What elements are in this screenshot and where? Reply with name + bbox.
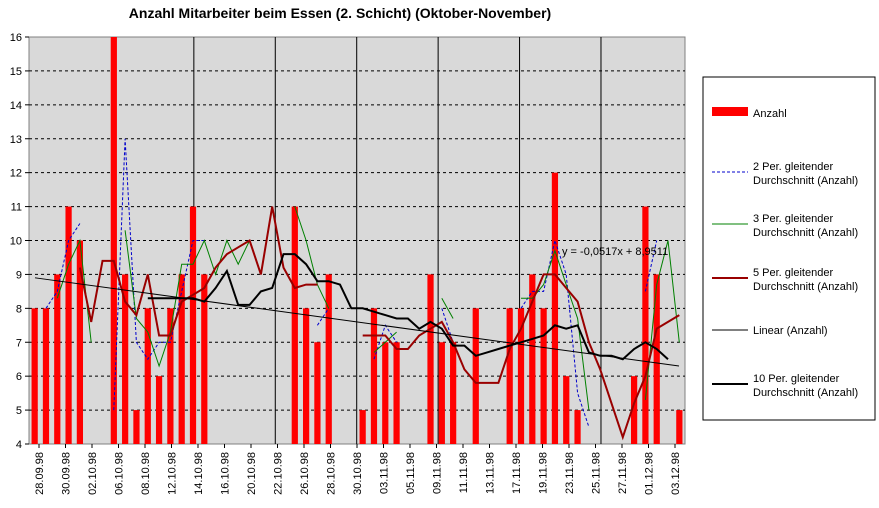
x-tick-label: 06.10.98 — [114, 452, 126, 495]
bar — [359, 410, 366, 444]
x-tick-label: 16.10.98 — [220, 452, 232, 495]
x-tick-label: 11.11.98 — [458, 452, 470, 493]
legend-label: Durchschnitt (Anzahl) — [753, 281, 858, 293]
y-tick-label: 15 — [10, 66, 22, 78]
x-tick-label: 12.10.98 — [167, 452, 179, 495]
series-line — [147, 253, 669, 361]
bar — [427, 274, 434, 444]
bar — [653, 274, 660, 444]
bar — [563, 376, 570, 444]
bar — [122, 274, 129, 444]
bar — [370, 308, 378, 444]
bar — [438, 342, 445, 444]
x-tick-label: 17.11.98 — [511, 452, 523, 494]
trend-line — [34, 277, 680, 367]
bar — [314, 342, 321, 444]
bar — [54, 274, 61, 444]
y-axis: 4 5 6 7 8 9 10 11 12 13 14 15 16 — [10, 32, 29, 451]
bar — [291, 206, 298, 444]
x-axis: 28.09.98 30.09.98 02.10.98 06.10.98 08.10.98… — [34, 444, 682, 495]
y-tick-label: 14 — [10, 100, 22, 112]
bar — [529, 274, 536, 444]
legend-swatch — [712, 107, 748, 116]
bar — [676, 410, 683, 444]
x-tick-label: 28.10.98 — [326, 452, 338, 495]
bar — [382, 342, 389, 444]
bar — [450, 342, 457, 444]
bar — [630, 376, 638, 444]
bar — [189, 206, 197, 444]
bar — [642, 206, 649, 444]
y-tick-label: 10 — [10, 236, 22, 248]
bar — [393, 342, 400, 444]
x-tick-label: 27.11.98 — [617, 452, 629, 494]
bar — [133, 410, 140, 444]
x-tick-label: 13.11.98 — [485, 452, 497, 494]
y-tick-label: 9 — [16, 269, 22, 281]
bar — [178, 274, 185, 444]
bar — [167, 308, 174, 444]
y-tick-label: 11 — [11, 202, 22, 214]
x-tick-label: 28.09.98 — [34, 452, 46, 495]
x-tick-label: 14.10.98 — [193, 452, 205, 495]
x-tick-label: 30.09.98 — [61, 452, 73, 495]
x-tick-label: 08.10.98 — [140, 452, 152, 495]
x-tick-label: 19.11.98 — [538, 452, 550, 494]
bar — [506, 308, 513, 444]
series-lines — [34, 139, 680, 441]
x-tick-label: 30.10.98 — [352, 452, 364, 495]
y-tick-label: 6 — [16, 371, 22, 383]
legend-label: Durchschnitt (Anzahl) — [753, 227, 858, 239]
y-tick-label: 8 — [16, 303, 22, 315]
bar — [155, 376, 163, 444]
legend: Anzahl 2 Per. gleitender Durchschnitt (Anz… — [712, 107, 858, 399]
x-tick-label: 03.12.98 — [670, 452, 682, 495]
bar — [76, 240, 84, 444]
legend-label: Durchschnitt (Anzahl) — [753, 175, 858, 187]
bar — [302, 308, 310, 444]
x-tick-label: 03.11.98 — [379, 452, 391, 494]
bar — [574, 410, 581, 444]
legend-label: Durchschnitt (Anzahl) — [753, 387, 858, 399]
legend-label: 5 Per. gleitender — [753, 267, 833, 279]
y-tick-label: 5 — [16, 405, 22, 417]
chart-title: Anzahl Mitarbeiter beim Essen (2. Schich… — [129, 5, 551, 21]
series-line — [56, 206, 680, 411]
bar — [551, 172, 559, 444]
trend-equation: y = -0,0517x + 8,9511 — [562, 246, 668, 258]
legend-box — [702, 76, 876, 421]
y-tick-label: 16 — [10, 32, 22, 44]
y-tick-label: 13 — [10, 134, 22, 146]
bar — [31, 308, 38, 444]
y-tick-label: 4 — [16, 439, 22, 451]
legend-label: 3 Per. gleitender — [753, 213, 833, 225]
x-tick-label: 09.11.98 — [432, 452, 444, 494]
series-line — [78, 206, 680, 441]
bars — [31, 37, 683, 444]
legend-label: 10 Per. gleitender — [753, 373, 840, 385]
bar — [517, 308, 525, 444]
legend-label: Linear (Anzahl) — [753, 325, 828, 337]
x-tick-label: 22.10.98 — [273, 452, 285, 495]
x-tick-label: 23.11.98 — [564, 452, 576, 494]
bar — [540, 308, 547, 444]
bar — [144, 308, 151, 444]
x-tick-label: 26.10.98 — [299, 452, 311, 495]
x-tick-label: 01.12.98 — [644, 452, 656, 495]
x-tick-label: 02.10.98 — [87, 452, 99, 495]
legend-label: Anzahl — [753, 108, 787, 120]
y-tick-label: 7 — [16, 337, 22, 349]
y-tick-label: 12 — [10, 168, 22, 180]
bar — [42, 308, 50, 444]
x-tick-label: 05.11.98 — [405, 452, 417, 494]
legend-label: 2 Per. gleitender — [753, 161, 833, 173]
bar — [472, 308, 479, 444]
bar — [65, 206, 72, 444]
bar — [110, 37, 117, 444]
bar — [201, 274, 208, 444]
x-tick-label: 25.11.98 — [591, 452, 603, 494]
x-tick-label: 20.10.98 — [246, 452, 258, 495]
bar — [325, 274, 332, 444]
